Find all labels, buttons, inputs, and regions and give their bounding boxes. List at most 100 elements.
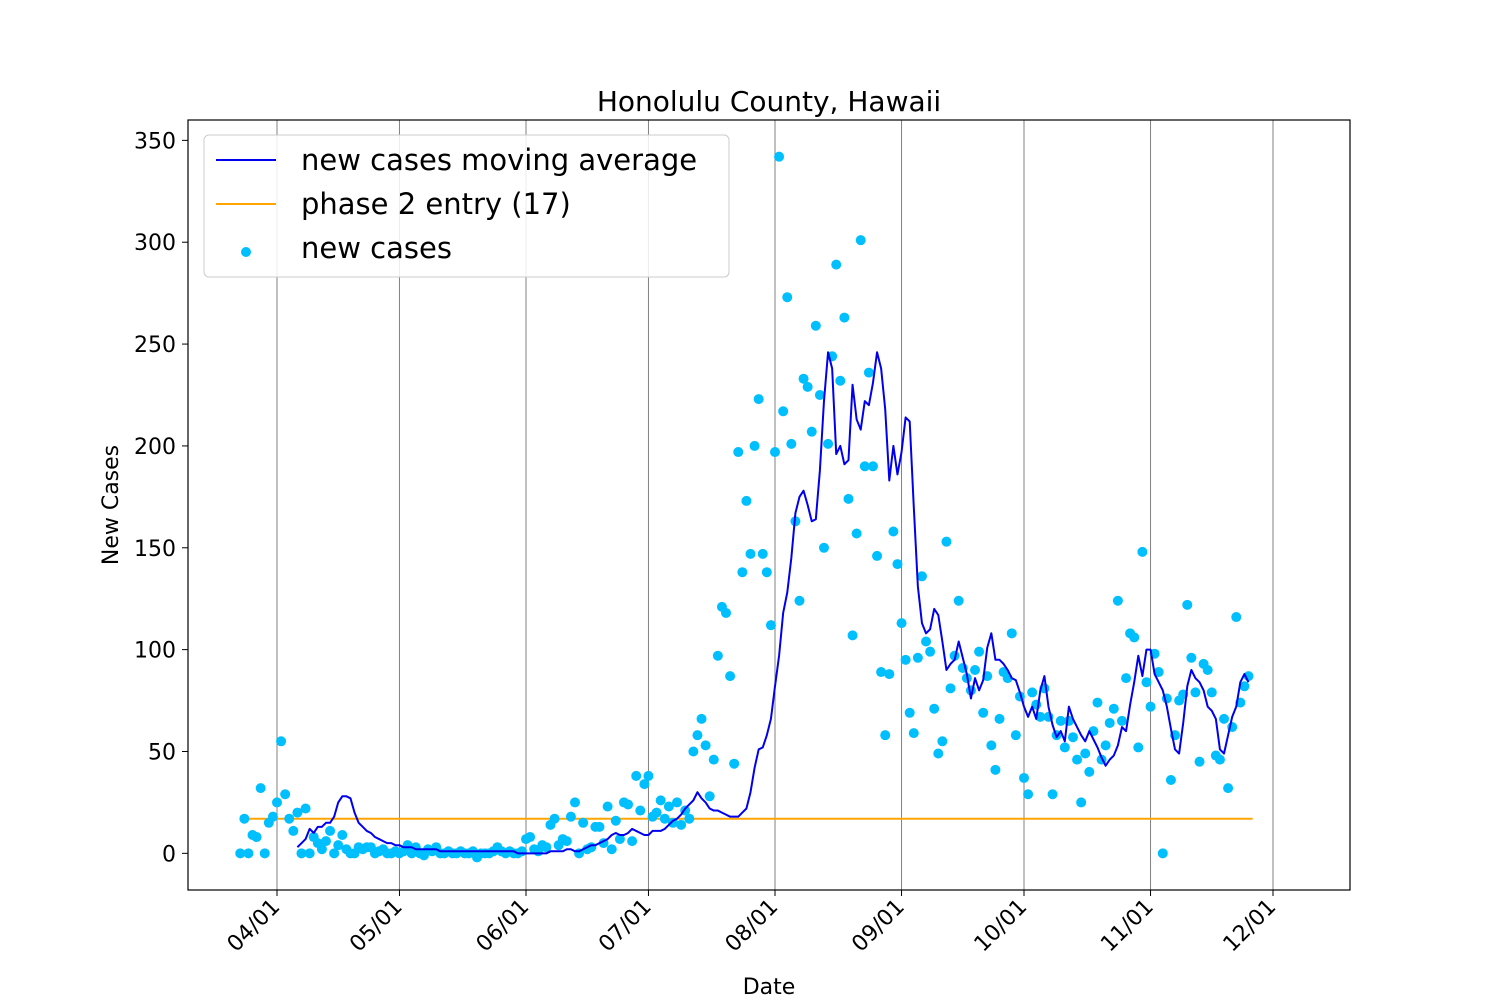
scatter-point bbox=[655, 795, 666, 806]
scatter-point bbox=[320, 836, 331, 847]
scatter-point bbox=[688, 746, 699, 757]
scatter-point bbox=[921, 636, 932, 647]
scatter-point bbox=[1121, 673, 1132, 684]
scatter-point bbox=[623, 799, 634, 810]
scatter-point bbox=[855, 235, 866, 246]
scatter-point bbox=[1047, 789, 1058, 800]
scatter-point bbox=[541, 842, 552, 853]
scatter-point bbox=[896, 618, 907, 629]
scatter-point bbox=[304, 848, 315, 859]
scatter-point bbox=[835, 375, 846, 386]
scatter-point bbox=[1206, 687, 1217, 698]
scatter-point bbox=[676, 819, 687, 830]
scatter-point bbox=[651, 807, 662, 818]
scatter-point bbox=[1084, 766, 1095, 777]
scatter-point bbox=[267, 811, 278, 822]
scatter-point bbox=[908, 728, 919, 739]
scatter-point bbox=[1116, 715, 1127, 726]
scatter-point bbox=[941, 536, 952, 547]
scatter-point bbox=[1072, 754, 1083, 765]
scatter-point bbox=[1186, 652, 1197, 663]
y-tick-label: 100 bbox=[134, 639, 176, 664]
scatter-point bbox=[1137, 546, 1148, 557]
scatter-point bbox=[672, 797, 683, 808]
scatter-point bbox=[578, 817, 589, 828]
scatter-point bbox=[770, 447, 780, 458]
scatter-point bbox=[704, 791, 715, 802]
scatter-point bbox=[561, 836, 572, 847]
scatter-point bbox=[786, 438, 797, 449]
legend-box bbox=[203, 134, 730, 278]
scatter-point bbox=[806, 426, 817, 437]
plot-frame bbox=[187, 119, 1351, 891]
scatter-point bbox=[635, 805, 646, 816]
scatter-point bbox=[929, 703, 940, 714]
scatter-point bbox=[643, 770, 654, 781]
scatter-point bbox=[851, 528, 862, 539]
scatter-point bbox=[239, 813, 250, 824]
scatter-point bbox=[831, 259, 842, 270]
scatter-point bbox=[1153, 667, 1164, 678]
scatter-point bbox=[986, 740, 997, 751]
scatter-point bbox=[937, 736, 948, 747]
scatter-point bbox=[1190, 687, 1201, 698]
scatter-point bbox=[970, 665, 981, 675]
scatter-point bbox=[631, 770, 642, 781]
scatter-point bbox=[1239, 681, 1250, 692]
scatter-point bbox=[663, 801, 674, 812]
scatter-point bbox=[925, 646, 936, 657]
moving-average-series bbox=[296, 351, 1250, 855]
scatter-point bbox=[749, 440, 760, 451]
scatter-point bbox=[916, 571, 927, 582]
scatter-point bbox=[1108, 703, 1119, 714]
scatter-point bbox=[863, 367, 874, 378]
scatter-point bbox=[1231, 612, 1242, 623]
scatter-point bbox=[774, 151, 785, 162]
x-axis-label: Date bbox=[743, 975, 796, 1000]
legend-moving-average-label: new cases moving average bbox=[301, 143, 697, 177]
scatter-point bbox=[933, 748, 944, 759]
scatter-point bbox=[978, 707, 989, 718]
scatter-point bbox=[843, 493, 854, 504]
scatter-point bbox=[1141, 677, 1152, 688]
scatter-point bbox=[243, 848, 254, 859]
scatter-point bbox=[904, 707, 915, 718]
scatter-point bbox=[1133, 742, 1144, 753]
scatter-point bbox=[847, 630, 858, 641]
scatter-point bbox=[810, 320, 821, 331]
scatter-point bbox=[549, 813, 560, 824]
scatter-point bbox=[1145, 701, 1156, 712]
scatter-point bbox=[1129, 632, 1140, 643]
scatter-point bbox=[884, 669, 895, 680]
scatter-point bbox=[276, 736, 287, 747]
scatter-point bbox=[798, 373, 809, 384]
scatter-point bbox=[880, 730, 891, 741]
scatter-point bbox=[325, 825, 336, 836]
scatter-point bbox=[337, 830, 348, 840]
scatter-point bbox=[994, 713, 1005, 724]
scatter-point bbox=[296, 848, 307, 859]
scatter-point bbox=[627, 836, 638, 847]
scatter-point bbox=[859, 461, 870, 472]
scatter-point bbox=[725, 671, 736, 682]
scatter-point bbox=[280, 789, 291, 800]
scatter-point bbox=[814, 390, 825, 400]
scatter-point bbox=[892, 559, 903, 570]
scatter-point bbox=[639, 779, 650, 790]
scatter-point bbox=[606, 844, 617, 855]
scatter-point bbox=[288, 825, 299, 836]
scatter-point bbox=[1027, 687, 1038, 698]
scatter-point bbox=[259, 848, 270, 859]
y-tick-label: 250 bbox=[134, 333, 176, 358]
scatter-point bbox=[565, 811, 576, 822]
scatter-point bbox=[745, 548, 756, 559]
scatter-point bbox=[712, 650, 723, 661]
scatter-point bbox=[900, 654, 911, 665]
y-tick-label: 200 bbox=[134, 435, 176, 460]
legend-scatter-swatch bbox=[241, 247, 251, 257]
scatter-point bbox=[251, 832, 262, 843]
scatter-point bbox=[1055, 715, 1066, 726]
scatter-point bbox=[733, 447, 744, 458]
scatter-point bbox=[802, 381, 813, 392]
scatter-point bbox=[1006, 628, 1017, 639]
